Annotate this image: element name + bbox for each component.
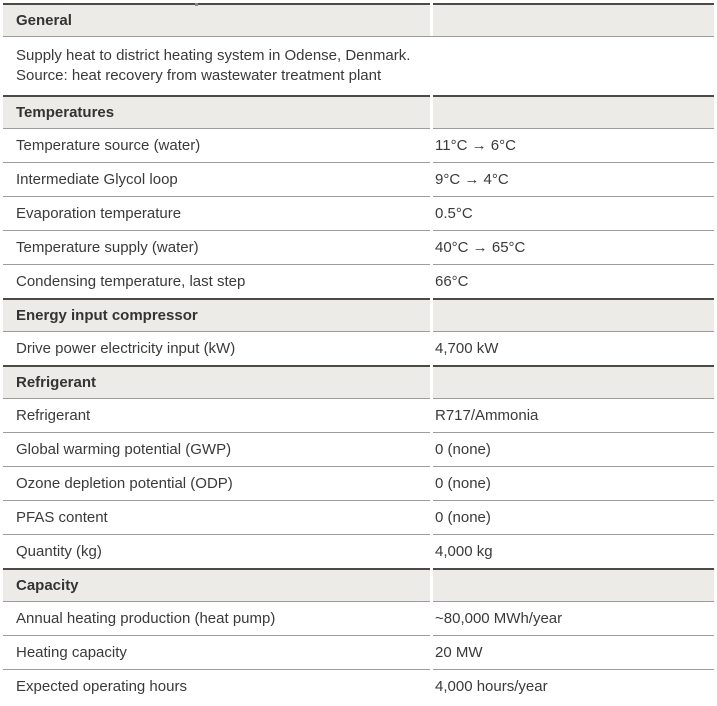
- row-label: Expected operating hours: [3, 669, 430, 703]
- row-value: 11°C → 6°C: [433, 128, 714, 162]
- row-value: 4,000 hours/year: [433, 669, 714, 703]
- table-row-evaporation-temperature: Evaporation temperature 0.5°C: [3, 196, 714, 230]
- table-row-temperature-source: Temperature source (water) 11°C → 6°C: [3, 128, 714, 162]
- table-row-drive-power: Drive power electricity input (kW) 4,700…: [3, 331, 714, 365]
- row-value: 0 (none): [433, 466, 714, 500]
- table-row-gwp: Global warming potential (GWP) 0 (none): [3, 432, 714, 466]
- general-description-cell: Supply heat to district heating system i…: [3, 36, 714, 95]
- row-label: Quantity (kg): [3, 534, 430, 568]
- section-header-label: Temperatures: [3, 95, 430, 128]
- table-row-pfas-content: PFAS content 0 (none): [3, 500, 714, 534]
- row-value: 0.5°C: [433, 196, 714, 230]
- row-value: 0 (none): [433, 432, 714, 466]
- row-label: Ozone depletion potential (ODP): [3, 466, 430, 500]
- section-header-spacer: [433, 298, 714, 331]
- section-header-temperatures: Temperatures: [3, 95, 714, 128]
- row-label: Temperature supply (water): [3, 230, 430, 264]
- row-value: 66°C: [433, 264, 714, 298]
- table-row-condensing-temperature: Condensing temperature, last step 66°C: [3, 264, 714, 298]
- table-row-refrigerant: Refrigerant R717/Ammonia: [3, 398, 714, 432]
- section-header-label: Refrigerant: [3, 365, 430, 398]
- row-label: PFAS content: [3, 500, 430, 534]
- row-label: Heating capacity: [3, 635, 430, 669]
- table-row-heating-capacity: Heating capacity 20 MW: [3, 635, 714, 669]
- table-row-annual-production: Annual heating production (heat pump) ~8…: [3, 601, 714, 635]
- row-value: R717/Ammonia: [433, 398, 714, 432]
- row-label: Refrigerant: [3, 398, 430, 432]
- section-header-spacer: [433, 95, 714, 128]
- cropped-text-artifact: [195, 3, 198, 6]
- section-header-label: General: [3, 3, 430, 36]
- table-row-operating-hours: Expected operating hours 4,000 hours/yea…: [3, 669, 714, 703]
- row-value: 0 (none): [433, 500, 714, 534]
- row-label: Intermediate Glycol loop: [3, 162, 430, 196]
- description-line-1: Supply heat to district heating system i…: [16, 47, 411, 64]
- section-header-spacer: [433, 3, 714, 36]
- row-label: Global warming potential (GWP): [3, 432, 430, 466]
- row-label: Temperature source (water): [3, 128, 430, 162]
- section-header-capacity: Capacity: [3, 568, 714, 601]
- description-line-2: Source: heat recovery from wastewater tr…: [16, 67, 382, 84]
- section-header-refrigerant: Refrigerant: [3, 365, 714, 398]
- row-value: 4,700 kW: [433, 331, 714, 365]
- table-row-odp: Ozone depletion potential (ODP) 0 (none): [3, 466, 714, 500]
- section-header-label: Energy input compressor: [3, 298, 430, 331]
- section-header-energy-input: Energy input compressor: [3, 298, 714, 331]
- section-header-spacer: [433, 568, 714, 601]
- spec-table: General Supply heat to district heating …: [0, 3, 717, 703]
- row-label: Annual heating production (heat pump): [3, 601, 430, 635]
- table-row-glycol-loop: Intermediate Glycol loop 9°C → 4°C: [3, 162, 714, 196]
- row-value: 9°C → 4°C: [433, 162, 714, 196]
- general-description-row: Supply heat to district heating system i…: [3, 36, 714, 95]
- section-header-general: General: [3, 3, 714, 36]
- row-value: 40°C → 65°C: [433, 230, 714, 264]
- section-header-label: Capacity: [3, 568, 430, 601]
- table-row-temperature-supply: Temperature supply (water) 40°C → 65°C: [3, 230, 714, 264]
- row-value: ~80,000 MWh/year: [433, 601, 714, 635]
- row-value: 4,000 kg: [433, 534, 714, 568]
- table-row-quantity: Quantity (kg) 4,000 kg: [3, 534, 714, 568]
- row-label: Evaporation temperature: [3, 196, 430, 230]
- row-value: 20 MW: [433, 635, 714, 669]
- row-label: Condensing temperature, last step: [3, 264, 430, 298]
- section-header-spacer: [433, 365, 714, 398]
- row-label: Drive power electricity input (kW): [3, 331, 430, 365]
